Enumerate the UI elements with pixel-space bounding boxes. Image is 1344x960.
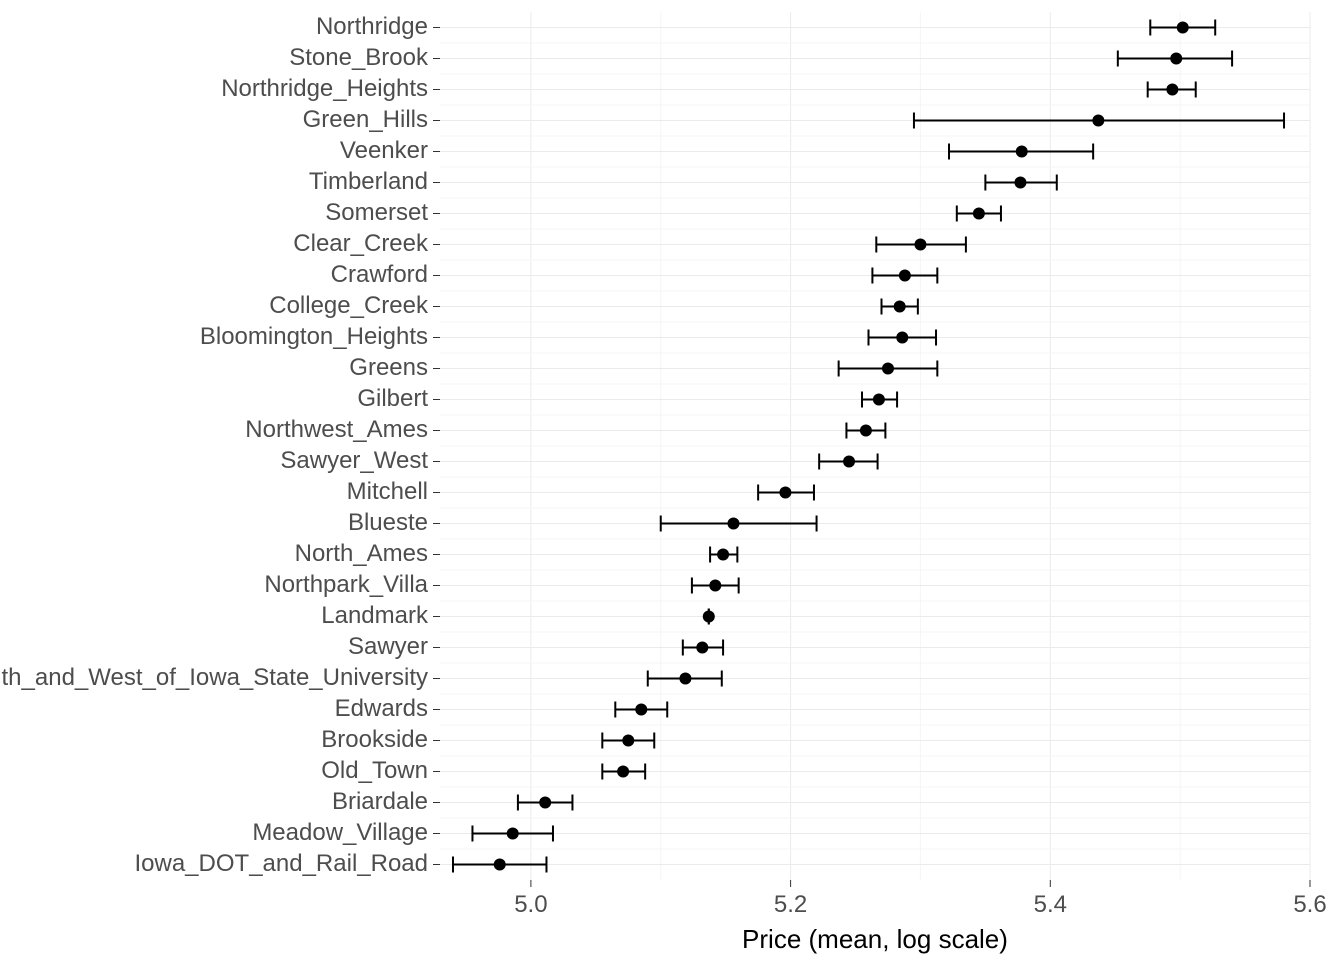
y-tick-label: Landmark xyxy=(321,602,429,629)
y-tick-label: Meadow_Village xyxy=(252,819,428,846)
y-tick-label: Edwards xyxy=(335,695,428,722)
y-tick-label: Clear_Creek xyxy=(293,230,429,257)
y-tick-label: College_Creek xyxy=(269,292,429,319)
y-tick-label: Sawyer_West xyxy=(280,447,428,474)
y-tick-label: Somerset xyxy=(325,199,428,226)
y-tick-label: Bloomington_Heights xyxy=(200,323,428,350)
y-tick-label: Brookside xyxy=(321,726,428,753)
y-tick-label: Blueste xyxy=(348,509,428,536)
y-tick-label: North_Ames xyxy=(295,540,428,567)
y-tick-label: Green_Hills xyxy=(303,106,428,133)
x-tick-label: 5.6 xyxy=(1293,891,1326,918)
point-range-chart: 5.0 5.2 5.4 5.6 Northridge Stone_Brook Northri… xyxy=(0,0,1344,960)
x-tick-label: 5.0 xyxy=(514,891,547,918)
x-tick-label: 5.4 xyxy=(1034,891,1067,918)
y-tick-label: Old_Town xyxy=(321,757,428,784)
y-tick-label: Sawyer xyxy=(348,633,428,660)
y-tick-label: Veenker xyxy=(340,137,428,164)
y-tick-label: Northridge xyxy=(316,13,428,40)
chart-container: 5.0 5.2 5.4 5.6 Northridge Stone_Brook Northri… xyxy=(0,0,1344,960)
y-tick-label: Greens xyxy=(349,354,428,381)
y-tick-label: Crawford xyxy=(331,261,428,288)
x-axis-title: Price (mean, log scale) xyxy=(742,924,1008,954)
y-tick-label: Mitchell xyxy=(347,478,428,505)
y-tick-label: Northwest_Ames xyxy=(245,416,428,443)
y-tick-label: Northpark_Villa xyxy=(264,571,428,598)
y-tick-label: Briardale xyxy=(332,788,428,815)
y-tick-label: Stone_Brook xyxy=(289,44,429,71)
y-tick-label: Iowa_DOT_and_Rail_Road xyxy=(134,850,428,877)
x-tick-label: 5.2 xyxy=(774,891,807,918)
y-tick-label: Gilbert xyxy=(357,385,428,412)
y-tick-label: Northridge_Heights xyxy=(221,75,428,102)
y-tick-label: South_and_West_of_Iowa_State_University xyxy=(0,664,428,691)
y-tick-label: Timberland xyxy=(309,168,428,195)
